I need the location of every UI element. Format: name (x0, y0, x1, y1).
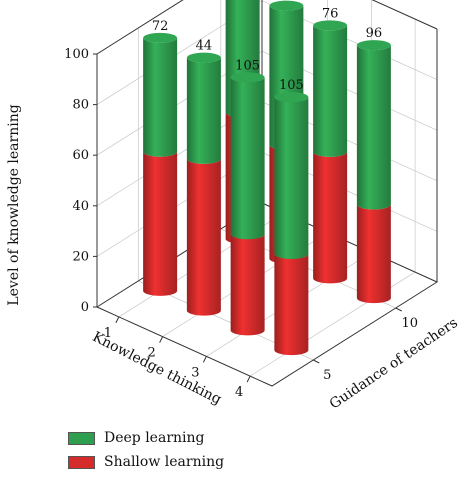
legend-swatch-deep (68, 431, 95, 445)
labels: 0 20 40 60 80 100 1 2 3 4 5 10 (64, 47, 418, 400)
shallow-learning-bar (274, 253, 309, 356)
bar-top-cap (269, 0, 304, 11)
z-tick-label: 100 (64, 47, 89, 62)
deep-learning-bar (186, 57, 221, 164)
y-tick (395, 307, 402, 312)
deep-learning-bar (230, 77, 265, 240)
bar-data-label: 105 (235, 58, 260, 73)
x-tick (202, 356, 207, 363)
x-tick (246, 375, 251, 383)
legend-item-deep: Deep learning (68, 426, 288, 450)
deep-learning-bar (143, 37, 178, 157)
bar-top-cap (186, 52, 221, 63)
legend-swatch-shallow (68, 455, 95, 469)
bar-top-cap (230, 72, 265, 83)
shallow-learning-bar (186, 158, 221, 316)
x-tick-label: 3 (191, 365, 199, 380)
y-tick-label: 5 (323, 368, 331, 383)
shallow-learning-bar (356, 204, 391, 304)
x-tick (115, 316, 120, 324)
shallow-learning-bar (313, 151, 348, 284)
z-tick-label: 20 (72, 249, 89, 264)
z-tick-label: 40 (72, 199, 89, 214)
deep-learning-bar (313, 25, 348, 157)
bar-top-cap (313, 20, 348, 31)
legend-label-shallow: Shallow learning (104, 454, 225, 470)
shallow-learning-bar (143, 151, 178, 296)
y-tick (313, 359, 320, 364)
bar-data-label: 96 (366, 26, 383, 41)
bar-top-cap (274, 92, 309, 103)
z-tick-label: 60 (72, 148, 89, 163)
legend-label-deep: Deep learning (104, 430, 205, 446)
legend-item-shallow: Shallow learning (68, 450, 288, 474)
x-tick (159, 336, 164, 343)
bar-top-cap (356, 40, 391, 51)
deep-learning-bar (274, 97, 309, 259)
y-axis-title: Guidance of teachers (327, 315, 461, 413)
bar-data-label: 105 (279, 78, 304, 93)
z-tick-label: 0 (81, 300, 89, 315)
bar-data-label: 117 (274, 0, 299, 2)
z-tick-label: 80 (72, 98, 89, 113)
bars: 10411776967244105105 (143, 0, 391, 356)
legend: Deep learning Shallow learning (68, 426, 288, 482)
box-top-edge (96, 0, 438, 55)
z-axis-title: Level of knowledge learning (6, 104, 22, 305)
bar-top-cap (143, 32, 178, 43)
y-tick-label: 10 (402, 316, 419, 331)
bar-data-label: 72 (152, 19, 169, 34)
deep-learning-bar (356, 45, 391, 210)
bar-data-label: 76 (322, 6, 339, 21)
bar-data-label: 44 (196, 39, 213, 54)
chart: 10411776967244105105 0204060801001234510… (6, 0, 461, 413)
x-tick-label: 1 (104, 326, 112, 341)
x-axis-title: Knowledge thinking (90, 329, 224, 408)
x-tick-label: 4 (235, 385, 243, 400)
shallow-learning-bar (230, 234, 265, 336)
x-tick-label: 2 (147, 346, 155, 361)
